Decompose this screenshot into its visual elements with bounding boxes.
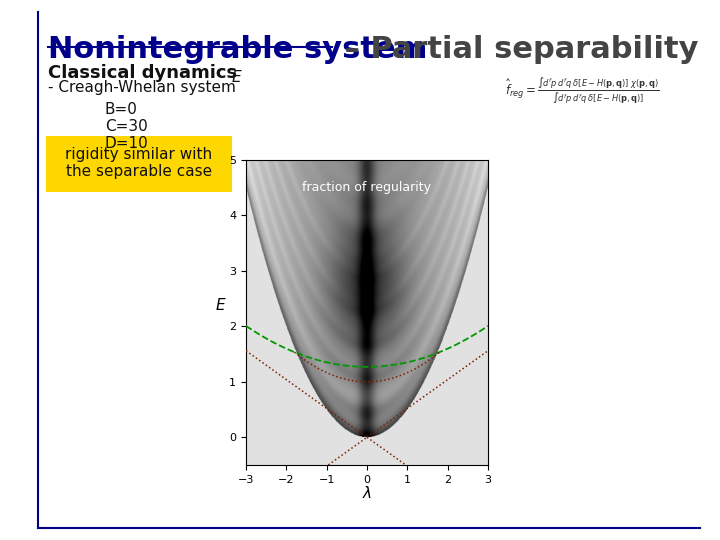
Text: D=10: D=10 <box>105 136 149 151</box>
Text: rigidity similar with
the separable case: rigidity similar with the separable case <box>66 147 212 179</box>
Text: C=30: C=30 <box>105 119 148 134</box>
Text: fraction of regularity: fraction of regularity <box>302 181 431 194</box>
Text: Classical dynamics: Classical dynamics <box>48 64 237 82</box>
FancyBboxPatch shape <box>46 136 232 192</box>
Text: – Partial separability: – Partial separability <box>334 35 698 64</box>
Text: $\hat{f}_{reg} = \frac{\int\!d^f p\,d^f q\;\delta[E-H(\mathbf{p},\mathbf{q})]\;\: $\hat{f}_{reg} = \frac{\int\!d^f p\,d^f … <box>505 75 660 105</box>
Text: B=0: B=0 <box>105 102 138 117</box>
Y-axis label: E: E <box>216 298 225 313</box>
X-axis label: λ: λ <box>362 486 372 501</box>
Text: E: E <box>232 70 242 85</box>
Text: - Creagh-Whelan system: - Creagh-Whelan system <box>48 80 236 95</box>
Text: Nonintegrable system: Nonintegrable system <box>48 35 428 64</box>
